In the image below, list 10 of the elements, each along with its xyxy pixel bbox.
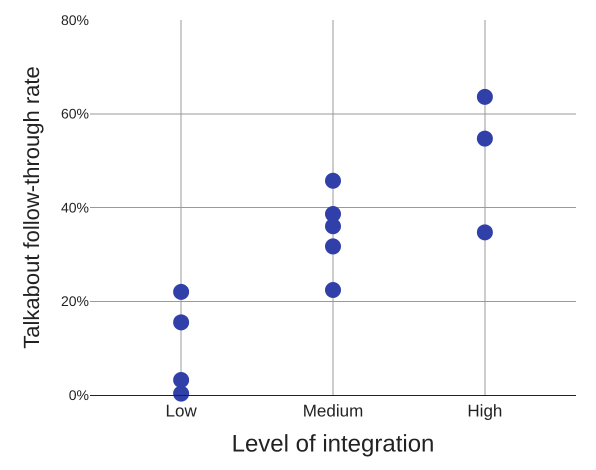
y-axis-title: Talkabout follow-through rate [18, 66, 44, 349]
y-tick-label: 40% [60, 199, 89, 216]
x-tick-label: High [467, 401, 502, 420]
y-tick-label: 80% [60, 12, 89, 28]
y-tick-label: 20% [60, 293, 89, 310]
y-tick-label: 0% [68, 386, 89, 403]
x-tick-label: Low [166, 401, 198, 420]
x-axis-title: Level of integration [232, 430, 434, 458]
y-tick-label: 60% [60, 106, 89, 122]
x-tick-label: Medium [302, 401, 364, 420]
